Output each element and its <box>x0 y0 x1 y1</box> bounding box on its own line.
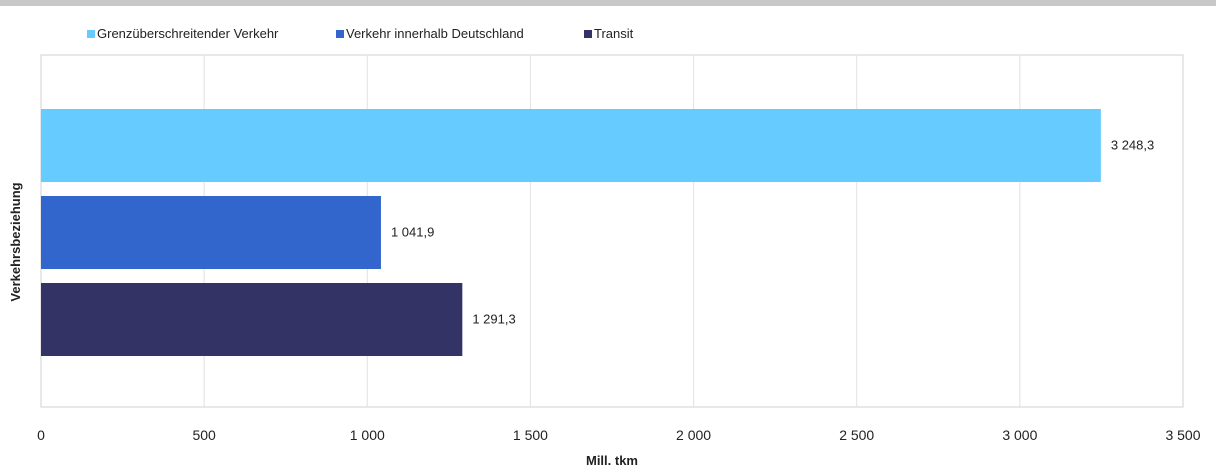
legend-swatch-verkehr-innerhalb-deutschland <box>336 30 344 38</box>
bar-verkehr-innerhalb-deutschland <box>41 196 381 269</box>
x-tick-label: 1 500 <box>513 427 548 443</box>
legend-label-grenzuberschreitender-verkehr: Grenzüberschreitender Verkehr <box>97 26 279 41</box>
x-tick-label: 0 <box>37 427 45 443</box>
x-tick-label: 1 000 <box>350 427 385 443</box>
legend-swatch-grenzuberschreitender-verkehr <box>87 30 95 38</box>
bar-grenzuberschreitender-verkehr <box>41 109 1101 182</box>
x-tick-label: 3 500 <box>1165 427 1200 443</box>
legend-swatch-transit <box>584 30 592 38</box>
bar-transit <box>41 283 463 356</box>
bars <box>41 109 1101 356</box>
x-tick-label: 3 000 <box>1002 427 1037 443</box>
x-tick-label: 2 000 <box>676 427 711 443</box>
bar-chart: Grenzüberschreitender Verkehr Verkehr inn… <box>8 26 1201 468</box>
legend-label-verkehr-innerhalb-deutschland: Verkehr innerhalb Deutschland <box>346 26 524 41</box>
data-label-transit: 1 291,3 <box>472 312 515 327</box>
data-labels: 3 248,3 1 041,9 1 291,3 <box>391 138 1154 327</box>
x-axis-ticks: 0 500 1 000 1 500 2 000 2 500 3 000 3 500 <box>37 427 1201 443</box>
data-label-verkehr-innerhalb-deutschland: 1 041,9 <box>391 225 434 240</box>
y-axis-title: Verkehrsbeziehung <box>8 182 23 301</box>
chart-frame: Grenzüberschreitender Verkehr Verkehr inn… <box>0 6 1216 474</box>
legend: Grenzüberschreitender Verkehr Verkehr inn… <box>87 26 634 41</box>
data-label-grenzuberschreitender-verkehr: 3 248,3 <box>1111 138 1154 153</box>
x-axis-title: Mill. tkm <box>586 453 638 468</box>
x-tick-label: 2 500 <box>839 427 874 443</box>
x-tick-label: 500 <box>192 427 216 443</box>
legend-label-transit: Transit <box>594 26 634 41</box>
